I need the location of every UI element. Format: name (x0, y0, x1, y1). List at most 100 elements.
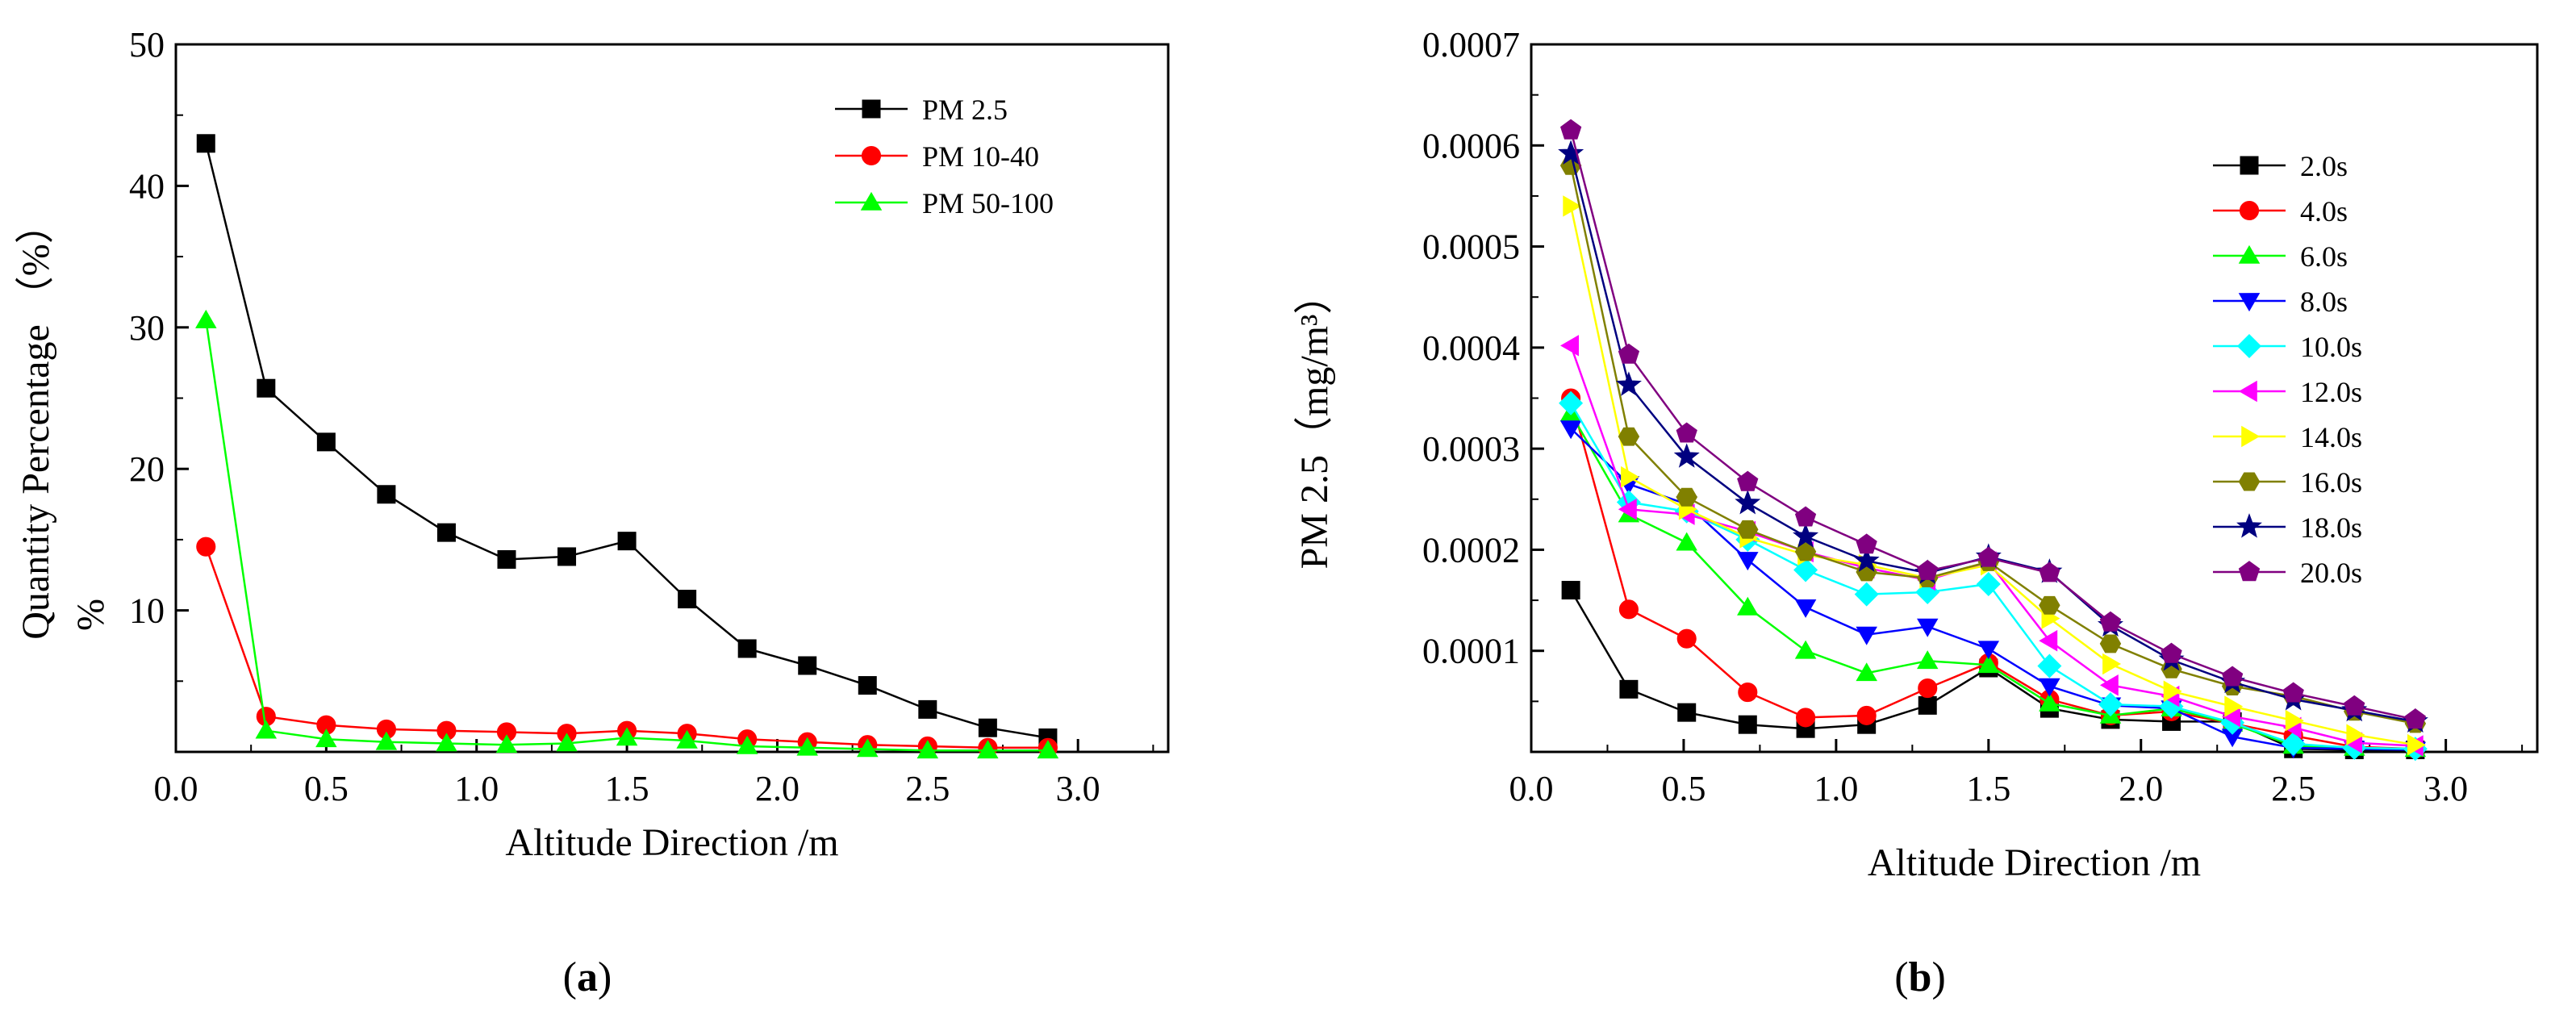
data-point (1037, 740, 1059, 759)
chart-panel-a: 0.0 0.5 1.0 1.5 2.0 2.5 3.0 10 20 30 40 50 Altitude … (15, 25, 1170, 1000)
data-point (678, 590, 697, 609)
series-pm-50-100 (195, 309, 1059, 759)
data-point (2039, 595, 2060, 615)
legend-label: 14.0s (2300, 421, 2362, 453)
data-point (1618, 343, 1640, 364)
legend-marker (860, 191, 883, 211)
data-point (2099, 611, 2122, 632)
x-tick-label: 3.0 (1056, 769, 1100, 808)
data-point (1977, 546, 1999, 567)
data-point (1917, 559, 1939, 580)
data-point (1676, 532, 1697, 551)
data-point (2039, 692, 2060, 712)
data-point (1853, 547, 1880, 572)
data-point (1976, 571, 2001, 597)
data-point (2285, 709, 2304, 732)
y-axis-label: PM 2.5（mg/m³） (1293, 276, 1336, 570)
legend-entry: PM 10-40 (835, 140, 1039, 173)
data-point (1854, 582, 1879, 607)
legend-entry: 16.0s (2213, 466, 2362, 499)
legend-marker (861, 145, 882, 166)
data-point (1856, 662, 1877, 682)
data-point (1737, 552, 1759, 571)
data-point (1918, 695, 1937, 715)
data-point (556, 733, 578, 752)
x-tick-label: 1.0 (454, 769, 499, 808)
y-tick-label: 50 (129, 25, 165, 65)
x-tick-label: 2.0 (2119, 769, 2163, 808)
y-axis-label: Quantity Percentage （%） (15, 205, 57, 640)
panel-label: (b) (1894, 954, 1946, 1000)
data-point (1735, 489, 1761, 515)
data-point (1559, 420, 1582, 440)
y-tick-label: 30 (129, 308, 165, 348)
data-point (2222, 666, 2244, 687)
data-point (2224, 695, 2244, 717)
data-point (1794, 599, 1817, 618)
legend-marker (2236, 513, 2262, 538)
legend-entry: PM 50-100 (835, 187, 1054, 219)
data-point (1794, 506, 1817, 527)
data-point (1558, 140, 1584, 165)
legend-label: 6.0s (2300, 240, 2348, 273)
y-tick-label: 20 (129, 449, 165, 489)
data-point (1677, 703, 1697, 722)
data-point (495, 734, 518, 754)
data-point (1618, 499, 1637, 520)
legend-label: 16.0s (2300, 466, 2362, 499)
legend-label: 12.0s (2300, 376, 2362, 408)
data-point (1559, 390, 1584, 415)
legend-label: 4.0s (2300, 195, 2348, 228)
legend-entry: 20.0s (2213, 557, 2362, 589)
data-point (2098, 692, 2123, 717)
series-line (1569, 165, 2416, 725)
data-point (2163, 680, 2182, 703)
data-point (1560, 119, 1582, 140)
data-point (1977, 641, 2000, 660)
y-tick-label: 0.0003 (1422, 429, 1520, 469)
x-tick-label: 2.0 (755, 769, 800, 808)
legend-marker (2236, 333, 2262, 359)
data-point (1618, 427, 1640, 446)
data-point (2037, 653, 2062, 678)
y-tick-label: 0.0006 (1422, 126, 1520, 165)
x-axis-label: Altitude Direction /m (1868, 841, 2201, 884)
x-axis-label: Altitude Direction /m (505, 821, 838, 864)
data-point (1737, 596, 1759, 616)
legend-marker (2238, 244, 2261, 264)
data-point (1559, 335, 1579, 357)
data-point (1738, 683, 1758, 703)
series-20-0s (1560, 119, 2426, 729)
y-tick-label: 0.0001 (1422, 632, 1520, 671)
y-tick-label: 10 (129, 591, 165, 631)
legend-entry: 12.0s (2213, 376, 2362, 408)
data-point (436, 523, 456, 542)
data-point (736, 735, 758, 754)
legend-label: 2.0s (2300, 150, 2348, 182)
data-point (497, 549, 516, 569)
data-point (916, 740, 939, 759)
legend-entry: 2.0s (2213, 150, 2348, 182)
data-point (617, 532, 637, 551)
data-point (2099, 634, 2122, 653)
data-point (1615, 371, 1642, 396)
data-point (1621, 465, 1639, 488)
data-point (977, 740, 999, 759)
legend-label: PM 50-100 (922, 187, 1054, 219)
x-tick-label: 2.5 (2271, 769, 2315, 808)
data-point (2099, 674, 2119, 696)
legend-marker (862, 99, 881, 119)
data-point (1917, 618, 1939, 637)
data-point (1737, 470, 1759, 491)
x-tick-label: 0.5 (304, 769, 349, 808)
data-point (1676, 628, 1697, 649)
legend-label: PM 2.5 (922, 94, 1008, 126)
data-point (1794, 640, 1817, 659)
panel-label: (a) (563, 954, 612, 1000)
data-point (1563, 195, 1582, 217)
legend-entry: 14.0s (2213, 421, 2362, 453)
data-point (436, 733, 457, 752)
data-point (1856, 705, 1877, 725)
legend-entry: 6.0s (2213, 240, 2348, 273)
legend-label: 8.0s (2300, 286, 2348, 318)
